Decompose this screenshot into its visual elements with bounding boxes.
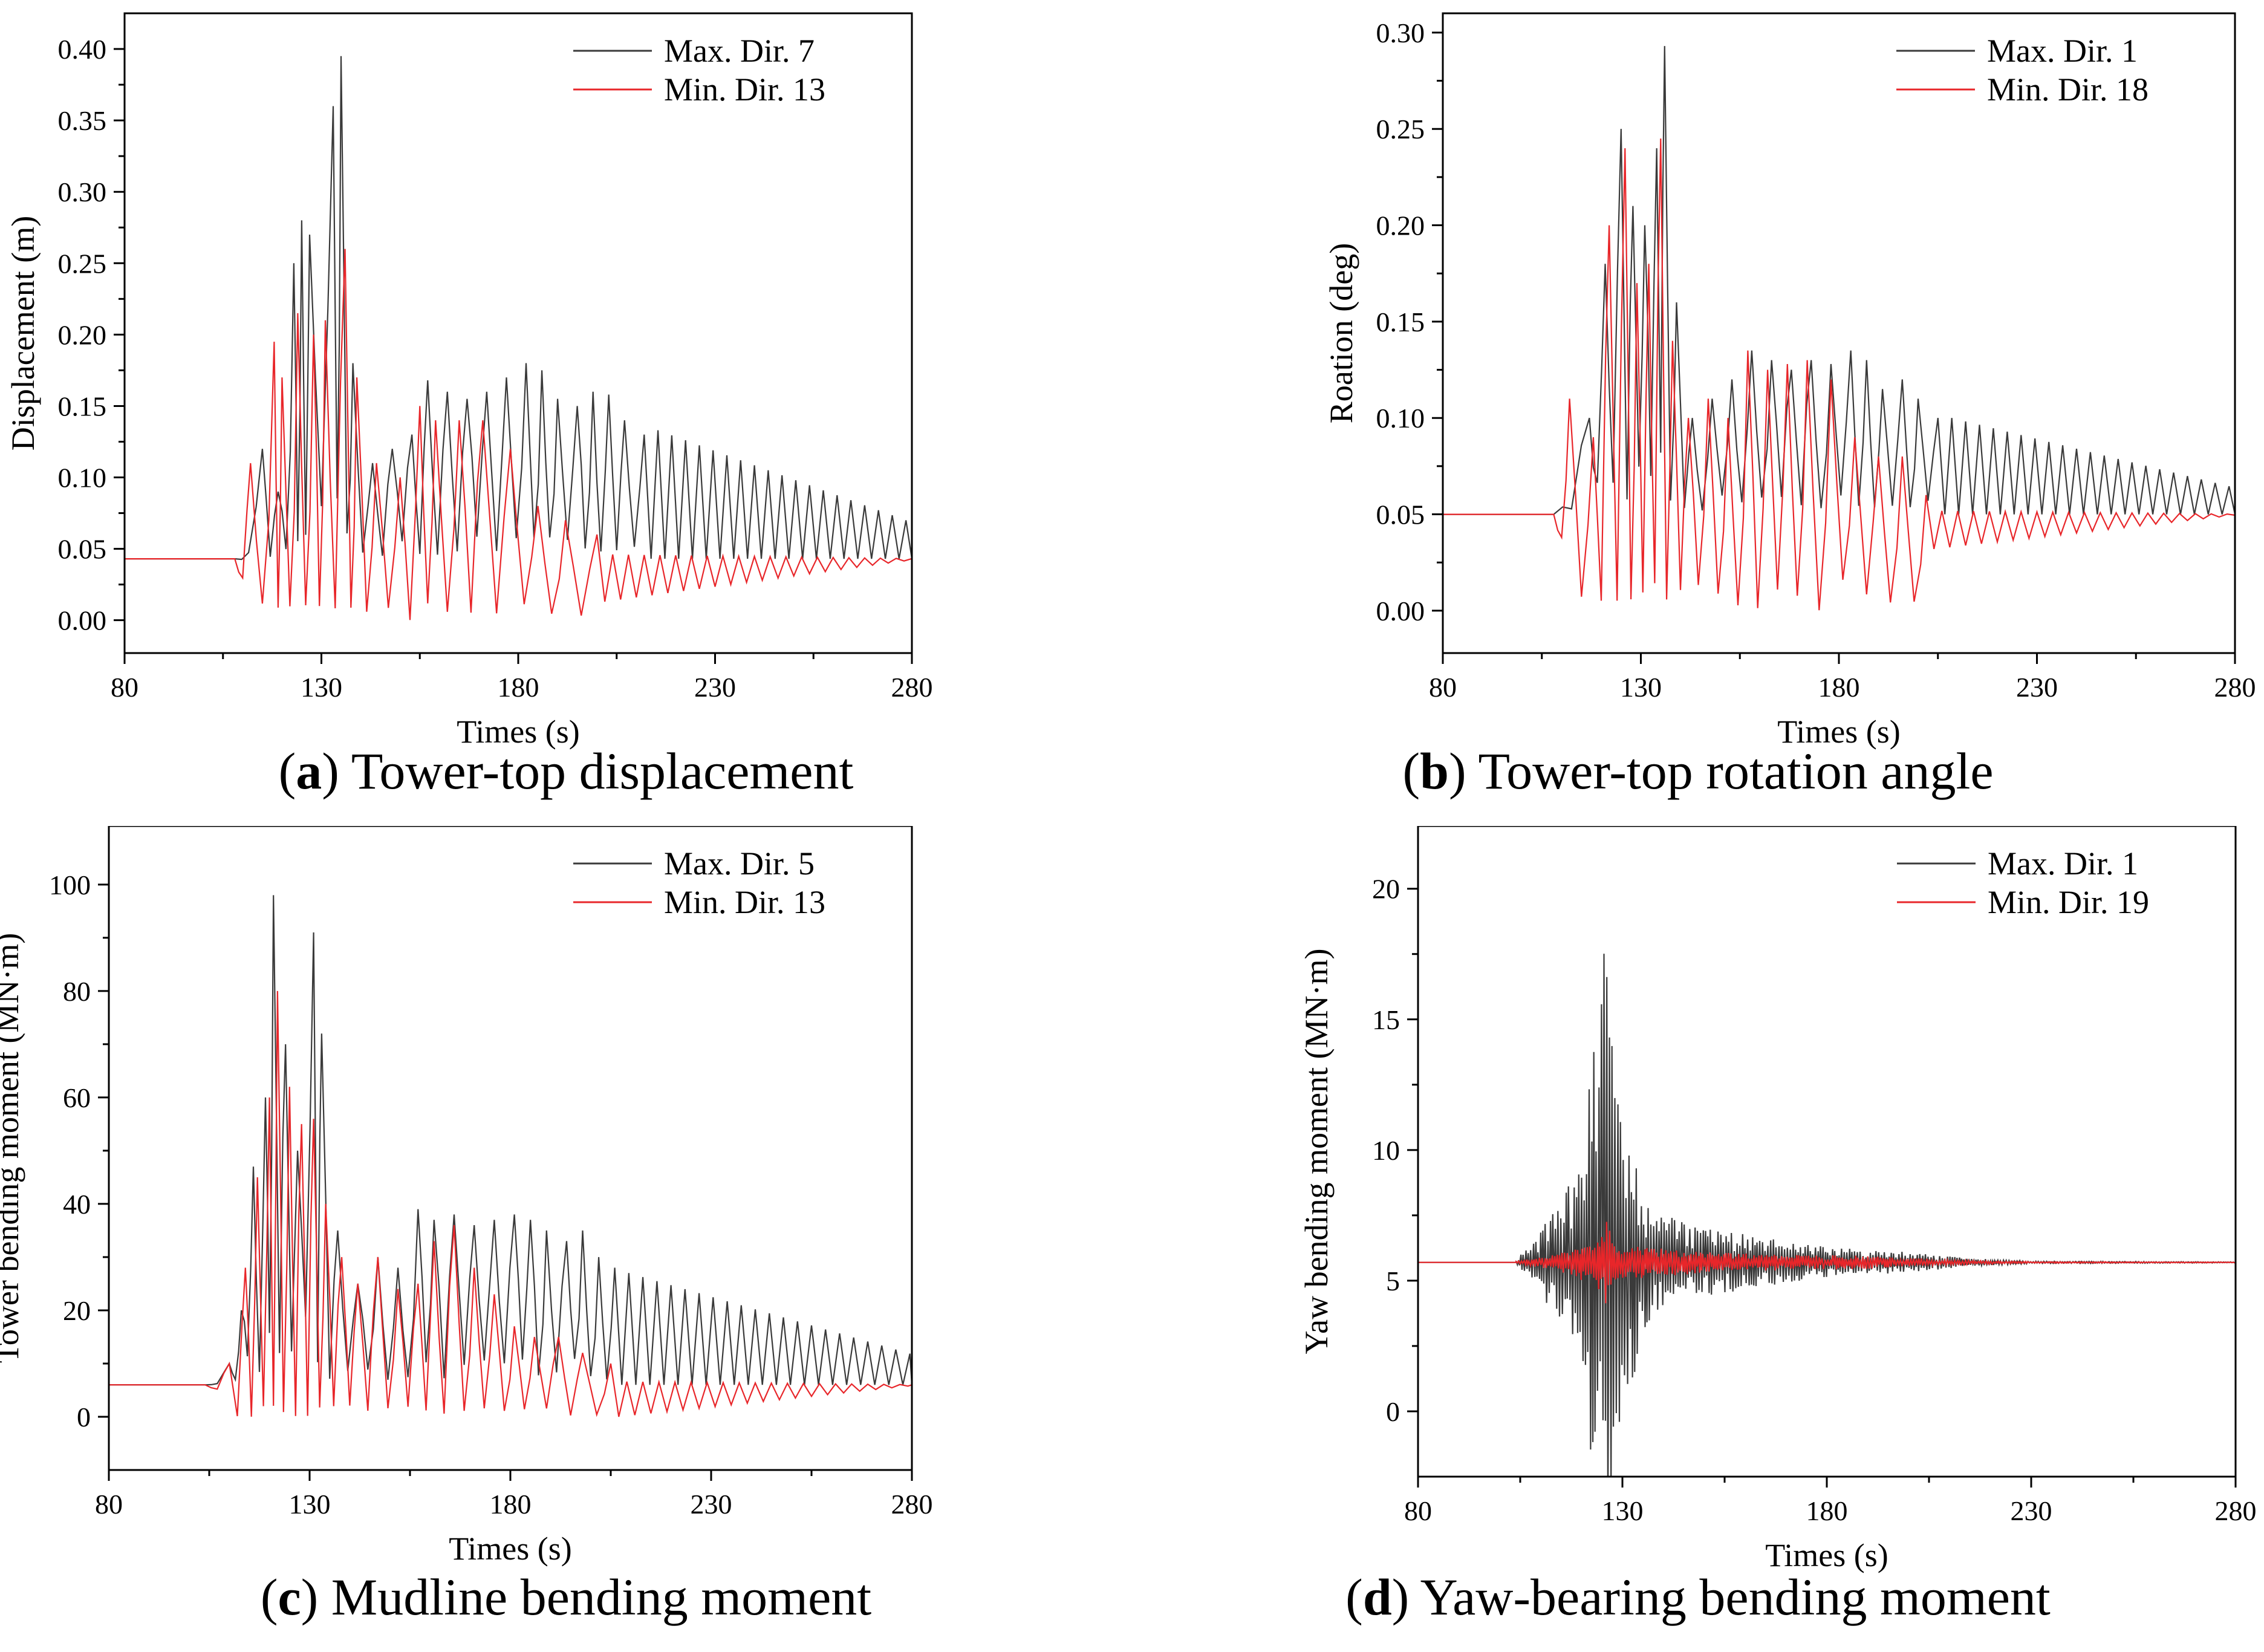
y-tick-label: 0.05 [1376, 499, 1425, 530]
y-tick-label: 0.30 [1376, 18, 1425, 48]
series-line-max [1443, 46, 2235, 515]
legend-label-min: Min. Dir. 13 [664, 71, 825, 108]
y-tick-label: 0.20 [1376, 210, 1425, 241]
x-tick-label: 180 [490, 1489, 532, 1520]
caption-d: (d) Yaw-bearing bending moment [1345, 1568, 2051, 1626]
chart-c: 80 130 180 230 280 0 20 40 60 80 100 Times (s) Tower… [0, 826, 933, 1567]
y-tick-label: 0.10 [1376, 403, 1425, 434]
y-axis-label: Displacement (m) [5, 216, 41, 450]
panel-d: 80 130 180 230 280 0 5 10 15 20 Times (s) Yaw bendi… [1132, 826, 2264, 1652]
y-axis-label: Roation (deg) [1323, 243, 1359, 423]
y-tick-label: 10 [1372, 1135, 1400, 1166]
panel-c: 80 130 180 230 280 0 20 40 60 80 100 Times (s) Tower… [0, 826, 1132, 1652]
y-tick-label: 20 [63, 1295, 91, 1326]
series-line-min [1443, 138, 2235, 611]
y-axis-label: Tower bending moment (MN·m) [0, 933, 25, 1364]
x-tick-label: 280 [2214, 672, 2256, 703]
x-tick-label: 280 [891, 672, 933, 703]
y-tick-label: 15 [1372, 1004, 1400, 1035]
legend-label-min: Min. Dir. 19 [1988, 884, 2149, 920]
x-tick-label: 280 [2215, 1495, 2257, 1526]
y-tick-label: 0.10 [58, 463, 107, 493]
chart-b: 80 130 180 230 280 0.00 0.05 0.10 0.15 0.20 0.25 0.… [1323, 12, 2256, 750]
y-tick-label: 100 [49, 870, 91, 900]
x-tick-label: 230 [2011, 1495, 2052, 1526]
y-tick-label: 0.00 [58, 605, 107, 636]
x-tick-label: 80 [1404, 1495, 1432, 1526]
legend-label-min: Min. Dir. 18 [1987, 71, 2149, 108]
plot-frame [123, 12, 913, 654]
x-tick-label: 180 [498, 672, 539, 703]
y-tick-label: 0.30 [58, 177, 107, 207]
y-tick-label: 0 [1386, 1396, 1400, 1427]
series-line-max [125, 56, 912, 561]
y-tick-label: 5 [1386, 1266, 1400, 1296]
x-tick-label: 230 [694, 672, 736, 703]
y-tick-label: 0.25 [58, 248, 107, 279]
caption-b: (b) Tower-top rotation angle [1402, 742, 1994, 800]
panel-b: 80 130 180 230 280 0.00 0.05 0.10 0.15 0.20 0.25 0.… [1132, 0, 2264, 826]
panel-a: 80 130 180 230 280 0.00 0.05 0.10 0.15 0.20 0.25 0.… [0, 0, 1132, 826]
x-tick-label: 130 [1602, 1495, 1644, 1526]
y-tick-label: 0.40 [58, 34, 107, 65]
series-line-max [1418, 954, 2236, 1477]
x-axis-label: Times (s) [449, 1530, 572, 1567]
y-tick-label: 60 [63, 1082, 91, 1113]
x-tick-label: 180 [1806, 1495, 1848, 1526]
series-line-min [109, 990, 912, 1417]
plot-frame [1417, 826, 2237, 1478]
legend-label-max: Max. Dir. 5 [664, 845, 815, 882]
x-tick-label: 80 [95, 1489, 123, 1520]
y-tick-label: 40 [63, 1189, 91, 1220]
series-line-min [125, 249, 912, 620]
x-tick-label: 130 [1620, 672, 1662, 703]
x-tick-label: 230 [2016, 672, 2058, 703]
series-line-min [1418, 1221, 2236, 1304]
x-tick-label: 280 [891, 1489, 933, 1520]
y-tick-label: 0.20 [58, 319, 107, 350]
x-tick-label: 180 [1818, 672, 1860, 703]
x-axis-label: Times (s) [1765, 1537, 1888, 1573]
y-axis-label: Yaw bending moment (MN·m) [1298, 949, 1335, 1354]
y-tick-label: 0.35 [58, 105, 107, 136]
y-tick-label: 0.00 [1376, 596, 1425, 626]
x-tick-label: 80 [1429, 672, 1457, 703]
chart-a: 80 130 180 230 280 0.00 0.05 0.10 0.15 0.20 0.25 0.… [5, 12, 933, 750]
series-line-max [109, 895, 912, 1386]
legend-label-max: Max. Dir. 1 [1988, 845, 2138, 882]
y-tick-label: 80 [63, 976, 91, 1007]
y-tick-label: 0.15 [58, 391, 107, 421]
caption-a: (a) Tower-top displacement [278, 742, 854, 800]
x-tick-label: 130 [301, 672, 342, 703]
y-tick-label: 20 [1372, 874, 1400, 905]
x-tick-label: 130 [289, 1489, 331, 1520]
y-tick-label: 0.25 [1376, 114, 1425, 145]
plot-frame [1442, 12, 2236, 654]
legend-label-max: Max. Dir. 7 [664, 33, 815, 69]
x-tick-label: 230 [691, 1489, 732, 1520]
x-axis-label: Times (s) [1777, 714, 1901, 750]
y-tick-label: 0.05 [58, 534, 107, 565]
legend-label-min: Min. Dir. 13 [664, 884, 825, 920]
x-axis-label: Times (s) [457, 714, 580, 750]
y-tick-label: 0 [77, 1402, 91, 1432]
legend-label-max: Max. Dir. 1 [1987, 33, 2138, 69]
caption-c: (c) Mudline bending moment [260, 1568, 872, 1626]
x-tick-label: 80 [111, 672, 138, 703]
y-tick-label: 0.15 [1376, 307, 1425, 337]
chart-d: 80 130 180 230 280 0 5 10 15 20 Times (s) Yaw bendi… [1298, 826, 2257, 1573]
